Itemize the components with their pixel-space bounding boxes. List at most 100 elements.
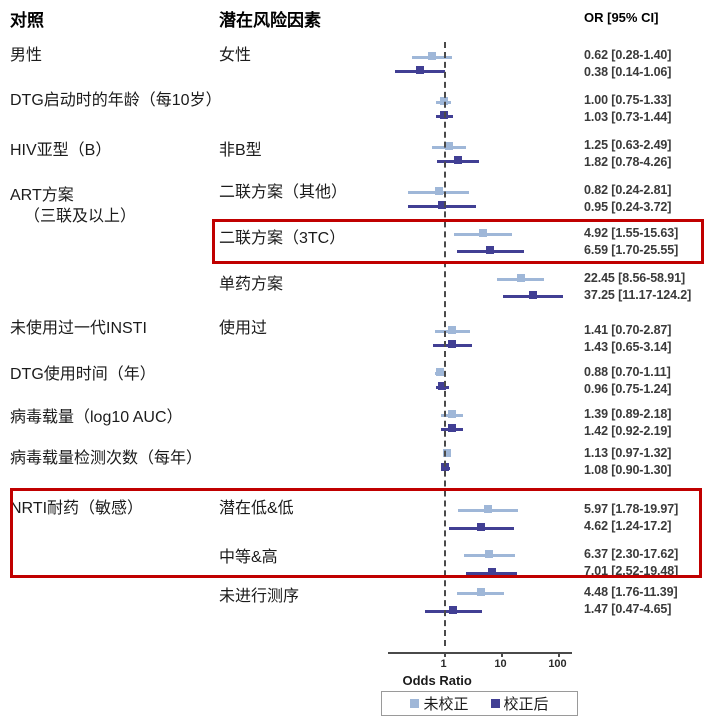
confidence-interval-adj	[503, 295, 563, 298]
factor-label: 女性	[219, 47, 252, 64]
or-value-adjusted: 0.95 [0.24-3.72]	[584, 200, 672, 214]
point-estimate-unadj	[434, 187, 443, 195]
or-value-adjusted: 37.25 [11.17-124.2]	[584, 288, 692, 302]
point-estimate-adj	[448, 340, 457, 348]
or-value-adjusted: 4.62 [1.24-17.2]	[584, 519, 672, 533]
point-estimate-adj	[440, 111, 449, 119]
point-estimate-unadj	[436, 368, 445, 376]
point-estimate-adj	[438, 201, 447, 209]
or-value-adjusted: 1.03 [0.73-1.44]	[584, 110, 672, 124]
confidence-interval-adj	[437, 160, 480, 163]
point-estimate-unadj	[447, 410, 456, 418]
factor-label: 未进行测序	[219, 588, 300, 605]
confidence-interval-adj	[424, 610, 482, 613]
point-estimate-unadj	[445, 142, 454, 150]
x-axis-tick	[557, 652, 560, 657]
reference-label: NRTI耐药（敏感）	[10, 500, 144, 517]
legend-swatch-adjusted	[490, 699, 500, 708]
confidence-interval-unadj	[457, 592, 504, 595]
point-estimate-unadj	[439, 97, 448, 105]
factor-label: 二联方案（其他）	[219, 184, 348, 201]
column-header-factor: 潜在风险因素	[219, 11, 321, 30]
or-value-unadjusted: 5.97 [1.78-19.97]	[584, 502, 679, 516]
column-header-reference: 对照	[10, 11, 44, 30]
x-axis-tick-label: 10	[494, 658, 507, 670]
or-value-unadjusted: 22.45 [8.56-58.91]	[584, 271, 686, 285]
factor-label: 非B型	[219, 142, 262, 159]
confidence-interval-unadj	[434, 330, 470, 333]
or-value-unadjusted: 0.62 [0.28-1.40]	[584, 48, 672, 62]
reference-label: 病毒载量检测次数（每年）	[10, 450, 203, 467]
legend-swatch-unadjusted	[410, 699, 420, 708]
confidence-interval-adj	[436, 386, 449, 389]
x-axis-title: Odds Ratio	[402, 673, 472, 688]
legend-label-unadjusted: 未校正	[423, 696, 469, 713]
factor-label: 潜在低&低	[219, 500, 294, 517]
x-axis-line	[388, 652, 572, 654]
point-estimate-adj	[454, 156, 463, 164]
x-axis-tick-label: 1	[440, 658, 447, 670]
point-estimate-unadj	[516, 274, 525, 282]
or-value-adjusted: 0.38 [0.14-1.06]	[584, 65, 672, 79]
x-axis-tick	[500, 652, 503, 657]
point-estimate-adj	[441, 463, 450, 471]
confidence-interval-unadj	[432, 146, 467, 149]
or-value-unadjusted: 0.88 [0.70-1.11]	[584, 365, 671, 379]
or-value-unadjusted: 0.82 [0.24-2.81]	[584, 183, 672, 197]
reference-label: 未使用过一代INSTI	[10, 320, 147, 337]
confidence-interval-unadj	[411, 56, 452, 59]
confidence-interval-adj	[432, 344, 472, 347]
confidence-interval-unadj	[436, 101, 451, 104]
factor-label: 使用过	[219, 320, 268, 337]
legend-item-unadjusted: 未校正	[410, 693, 469, 714]
confidence-interval-adj	[394, 70, 445, 73]
legend: 未校正 校正后	[381, 691, 578, 716]
reference-label: HIV亚型（B）	[10, 142, 112, 159]
point-estimate-unadj	[448, 326, 456, 334]
point-estimate-unadj	[476, 588, 485, 596]
or-value-adjusted: 7.01 [2.52-19.48]	[584, 564, 679, 578]
or-value-unadjusted: 1.13 [0.97-1.32]	[584, 446, 672, 460]
confidence-interval-adj	[441, 428, 463, 431]
factor-label: 二联方案（3TC）	[219, 230, 346, 247]
reference-label: DTG启动时的年龄（每10岁）	[10, 92, 222, 109]
or-value-unadjusted: 4.48 [1.76-11.39]	[584, 585, 678, 599]
or-value-adjusted: 1.82 [0.78-4.26]	[584, 155, 672, 169]
legend-item-adjusted: 校正后	[490, 693, 549, 714]
reference-label: DTG使用时间（年）	[10, 366, 156, 383]
x-axis-tick-label: 100	[548, 658, 567, 670]
reference-label-second-line: （三联及以上）	[24, 208, 137, 225]
reference-label: ART方案	[10, 187, 74, 204]
x-axis-tick	[443, 652, 446, 657]
or-value-adjusted: 0.96 [0.75-1.24]	[584, 382, 672, 396]
confidence-interval-unadj	[496, 278, 545, 281]
point-estimate-adj	[529, 291, 538, 299]
confidence-interval-unadj	[434, 372, 447, 375]
reference-label: 病毒载量（log10 AUC）	[10, 409, 183, 426]
or-value-unadjusted: 4.92 [1.55-15.63]	[584, 226, 679, 240]
confidence-interval-adj	[408, 205, 477, 208]
highlight-box-dual-3tc	[212, 219, 704, 264]
confidence-interval-adj	[440, 467, 450, 470]
column-header-or: OR [95% CI]	[584, 10, 659, 25]
or-value-unadjusted: 1.25 [0.63-2.49]	[584, 138, 672, 152]
point-estimate-unadj	[427, 52, 436, 60]
or-value-adjusted: 1.08 [0.90-1.30]	[584, 463, 672, 477]
point-estimate-adj	[448, 424, 457, 432]
or-value-unadjusted: 6.37 [2.30-17.62]	[584, 547, 679, 561]
or-value-adjusted: 1.47 [0.47-4.65]	[584, 602, 672, 616]
or-value-adjusted: 1.42 [0.92-2.19]	[584, 424, 672, 438]
legend-label-adjusted: 校正后	[503, 696, 549, 713]
highlight-box-nrti-resistance	[10, 488, 702, 578]
confidence-interval-adj	[435, 115, 453, 118]
or-value-adjusted: 6.59 [1.70-25.55]	[584, 243, 679, 257]
factor-label: 单药方案	[219, 276, 284, 293]
or-value-unadjusted: 1.41 [0.70-2.87]	[584, 323, 672, 337]
point-estimate-adj	[449, 606, 458, 614]
or-value-unadjusted: 1.00 [0.75-1.33]	[584, 93, 672, 107]
point-estimate-adj	[415, 66, 424, 74]
point-estimate-unadj	[442, 449, 451, 457]
or-value-adjusted: 1.43 [0.65-3.14]	[584, 340, 672, 354]
or-value-unadjusted: 1.39 [0.89-2.18]	[584, 407, 672, 421]
